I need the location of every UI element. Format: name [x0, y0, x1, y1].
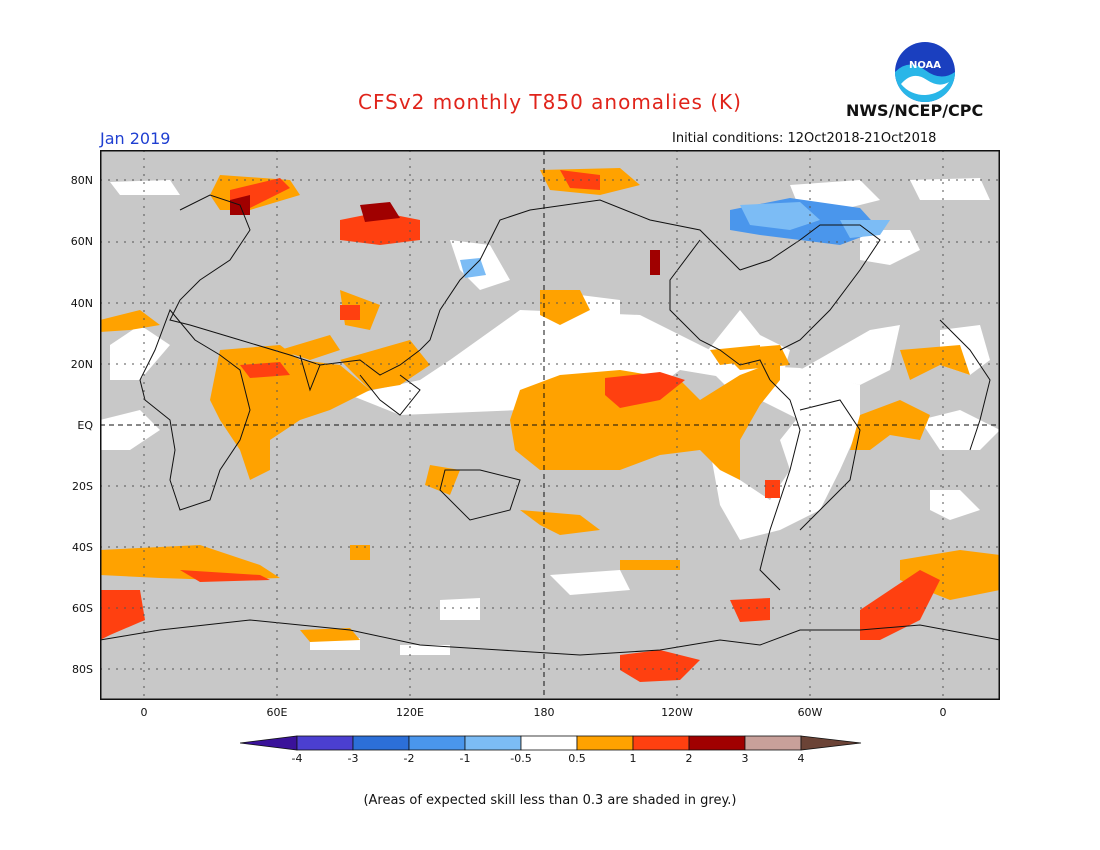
colorbar-tick-0-5: 0.5	[568, 752, 586, 765]
colorbar-arrow-high	[800, 735, 862, 751]
lat-label-60s: 60S	[72, 602, 93, 615]
noaa-logo: NOAA	[895, 42, 955, 102]
colorbar-swatch	[632, 735, 690, 751]
colorbar-swatch	[576, 735, 634, 751]
logo-text: NOAA	[909, 60, 941, 71]
colorbar-swatch	[296, 735, 354, 751]
lat-label-80s: 80S	[72, 663, 93, 676]
lat-label-20n: 20N	[70, 358, 93, 371]
agency-label: NWS/NCEP/CPC	[846, 101, 984, 120]
colorbar-swatch	[352, 735, 410, 751]
lat-label-60n: 60N	[70, 235, 93, 248]
lon-label-60w: 60W	[797, 706, 823, 719]
lon-label-0: 0	[140, 706, 148, 719]
map-title: CFSv2 monthly T850 anomalies (K)	[358, 90, 742, 114]
colorbar-tick-neg1: -1	[459, 752, 471, 765]
colorbar-tick-neg4: -4	[291, 752, 303, 765]
colorbar	[240, 735, 862, 751]
colorbar-swatch	[464, 735, 522, 751]
valid-month: Jan 2019	[100, 129, 171, 148]
colorbar-tick-3: 3	[741, 752, 749, 765]
colorbar-tick-neg2: -2	[403, 752, 415, 765]
graticule	[100, 150, 1000, 700]
lon-label-120w: 120W	[661, 706, 693, 719]
equator-dateline	[100, 150, 1000, 700]
colorbar-tick-neg0-5: -0.5	[510, 752, 532, 765]
red-regions	[100, 170, 940, 682]
lat-label-40n: 40N	[70, 297, 93, 310]
anomaly-map	[100, 150, 1000, 700]
colorbar-tick-2: 2	[685, 752, 693, 765]
lat-label-80n: 80N	[70, 174, 93, 187]
lon-label-60e: 60E	[266, 706, 288, 719]
colorbar-arrow-low	[240, 735, 298, 751]
map-frame	[100, 150, 1000, 700]
lat-label-eq: EQ	[77, 419, 93, 432]
colorbar-swatch	[520, 735, 578, 751]
colorbar-tick-4: 4	[797, 752, 805, 765]
lat-label-40s: 40S	[72, 541, 93, 554]
lon-label-120e: 120E	[396, 706, 424, 719]
coastlines	[100, 194, 1000, 656]
lon-label-0-east: 0	[939, 706, 947, 719]
initial-conditions: Initial conditions: 12Oct2018-21Oct2018	[672, 131, 937, 146]
skill-footnote: (Areas of expected skill less than 0.3 a…	[363, 793, 737, 808]
colorbar-swatch	[688, 735, 746, 751]
colorbar-tick-1: 1	[629, 752, 637, 765]
lon-label-180: 180	[533, 706, 555, 719]
colorbar-swatch	[744, 735, 802, 751]
colorbar-swatch	[408, 735, 466, 751]
colorbar-tick-neg3: -3	[347, 752, 359, 765]
lat-label-20s: 20S	[72, 480, 93, 493]
